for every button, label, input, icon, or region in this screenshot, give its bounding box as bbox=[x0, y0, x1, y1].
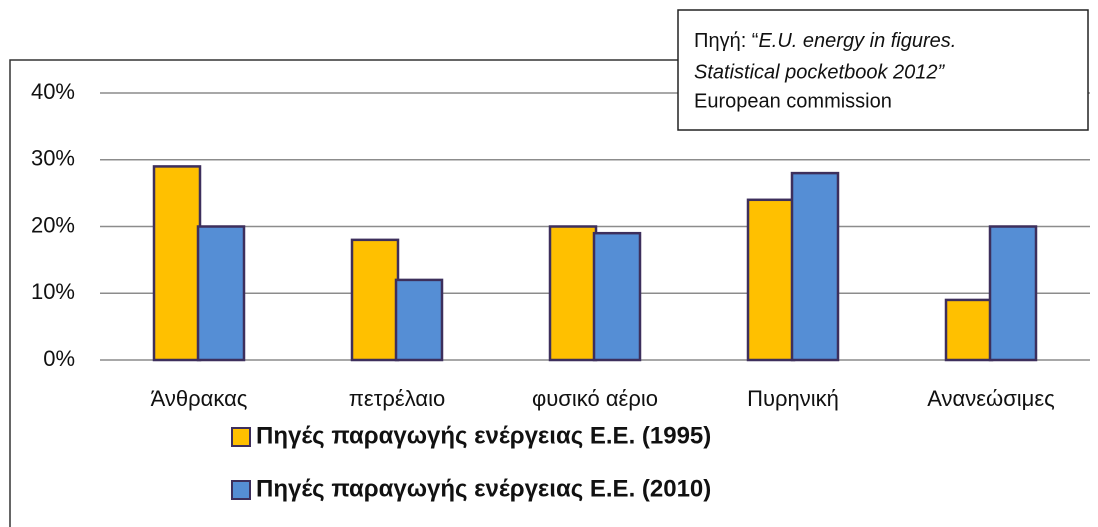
legend-swatch bbox=[231, 480, 251, 500]
bar bbox=[548, 225, 598, 362]
bar bbox=[592, 231, 642, 362]
source-text: Πηγή: “E.U. energy in figures. bbox=[694, 30, 956, 52]
bar bbox=[944, 298, 994, 362]
y-tick-label: 40% bbox=[31, 79, 75, 104]
source-text: European commission bbox=[694, 90, 892, 112]
source-prefix: Πηγή: “ bbox=[694, 30, 758, 52]
x-tick-label: Ανανεώσιμες bbox=[927, 386, 1055, 411]
bar bbox=[790, 171, 840, 362]
x-tick-label: πετρέλαιο bbox=[349, 386, 446, 411]
bar bbox=[746, 198, 796, 362]
bar bbox=[196, 225, 246, 362]
chart-frame bbox=[9, 59, 680, 527]
y-tick-label: 20% bbox=[31, 212, 75, 237]
y-tick-label: 0% bbox=[43, 346, 75, 371]
x-tick-label: Πυρηνική bbox=[747, 386, 839, 411]
legend-label: Πηγές παραγωγής ενέργειας Ε.Ε. (2010) bbox=[256, 475, 711, 502]
bar bbox=[152, 165, 202, 362]
source-box bbox=[677, 9, 1089, 131]
y-tick-label: 30% bbox=[31, 146, 75, 171]
source-title: E.U. energy in figures. bbox=[758, 30, 956, 52]
bar bbox=[350, 238, 400, 362]
source-title: Statistical pocketbook 2012” bbox=[694, 61, 945, 83]
bar bbox=[394, 278, 444, 362]
legend-swatch bbox=[231, 427, 251, 447]
x-tick-label: Άνθρακας bbox=[151, 386, 248, 411]
x-tick-label: φυσικό αέριο bbox=[532, 386, 658, 411]
legend-label: Πηγές παραγωγής ενέργειας Ε.Ε. (1995) bbox=[256, 422, 711, 449]
bar bbox=[988, 225, 1038, 362]
y-tick-label: 10% bbox=[31, 279, 75, 304]
